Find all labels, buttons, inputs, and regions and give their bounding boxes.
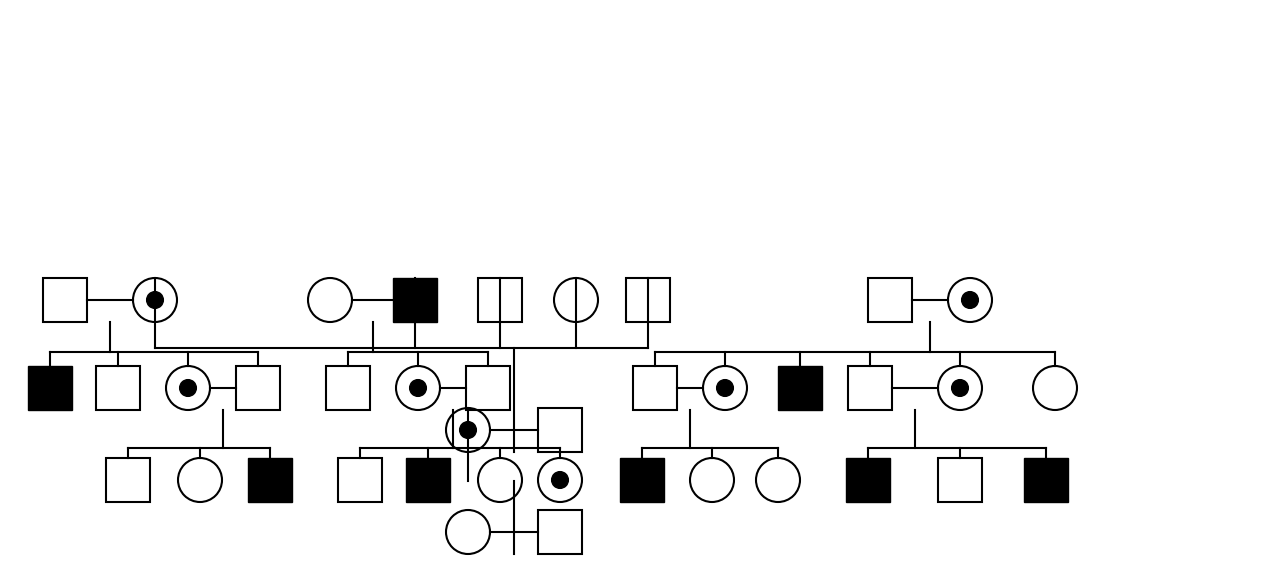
Bar bbox=[847, 366, 892, 410]
Bar bbox=[538, 510, 582, 554]
Bar bbox=[478, 278, 522, 322]
Bar bbox=[338, 458, 382, 502]
Ellipse shape bbox=[179, 380, 196, 396]
Bar bbox=[868, 278, 912, 322]
Bar bbox=[96, 366, 140, 410]
Bar bbox=[778, 366, 822, 410]
Bar bbox=[626, 278, 670, 322]
Bar bbox=[633, 366, 677, 410]
Bar bbox=[465, 366, 510, 410]
Bar bbox=[326, 366, 370, 410]
Ellipse shape bbox=[410, 380, 427, 396]
Ellipse shape bbox=[962, 291, 978, 308]
Bar bbox=[394, 278, 437, 322]
Ellipse shape bbox=[951, 380, 968, 396]
Bar bbox=[247, 458, 292, 502]
Bar bbox=[1024, 458, 1068, 502]
Ellipse shape bbox=[551, 471, 568, 488]
Ellipse shape bbox=[146, 291, 163, 308]
Bar bbox=[938, 458, 982, 502]
Bar bbox=[44, 278, 87, 322]
Bar bbox=[620, 458, 664, 502]
Bar bbox=[406, 458, 450, 502]
Bar bbox=[538, 408, 582, 452]
Ellipse shape bbox=[717, 380, 733, 396]
Bar bbox=[236, 366, 279, 410]
Bar bbox=[28, 366, 72, 410]
Bar bbox=[846, 458, 890, 502]
Bar bbox=[106, 458, 150, 502]
Ellipse shape bbox=[460, 422, 477, 439]
